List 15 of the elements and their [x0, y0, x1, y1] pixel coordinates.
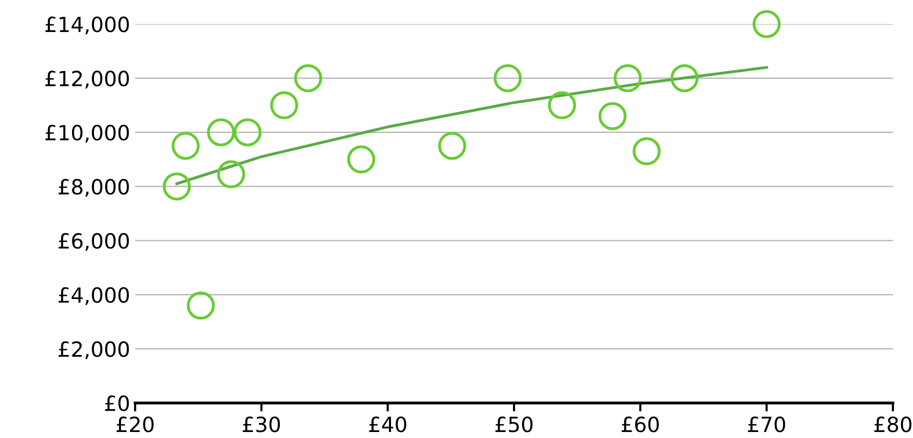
y-tick-label: £0 [105, 395, 129, 412]
x-tick-label: £40 [369, 416, 406, 432]
x-tick-label: £70 [748, 416, 786, 432]
y-tick-label: £12,000 [45, 70, 129, 89]
x-tick-label: £30 [242, 416, 280, 432]
x-tick-label: £80 [874, 416, 912, 432]
y-tick-label: £10,000 [45, 124, 129, 143]
x-tick-label: £50 [495, 416, 533, 432]
x-tick-label: £60 [622, 416, 659, 432]
x-tick-label: £20 [116, 416, 154, 432]
y-tick-label: £6,000 [58, 233, 129, 251]
y-tick-label: £8,000 [58, 178, 129, 197]
y-tick-label: £14,000 [45, 16, 129, 34]
y-tick-label: £2,000 [58, 341, 129, 360]
y-tick-label: £4,000 [58, 287, 129, 306]
